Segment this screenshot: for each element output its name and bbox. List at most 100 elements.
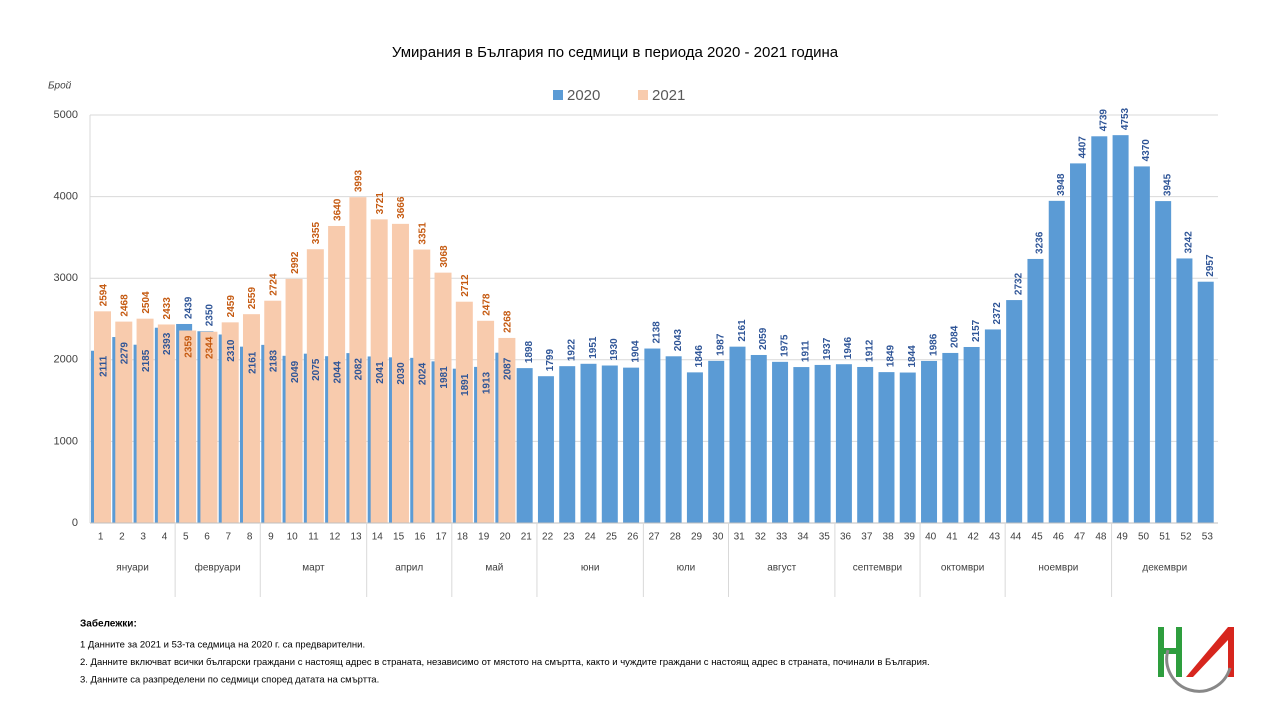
bar bbox=[984, 329, 1001, 523]
x-tick-label: 22 bbox=[542, 532, 554, 543]
x-tick-label: 36 bbox=[840, 532, 852, 543]
data-label: 3721 bbox=[375, 192, 386, 215]
x-tick-label: 21 bbox=[521, 532, 533, 543]
bar bbox=[370, 219, 388, 523]
data-label: 3068 bbox=[439, 245, 450, 268]
data-label: 2344 bbox=[205, 336, 216, 359]
x-tick-label: 38 bbox=[883, 532, 895, 543]
data-label: 2433 bbox=[162, 297, 173, 320]
month-label: февруари bbox=[195, 562, 241, 574]
month-label: октомври bbox=[941, 563, 984, 574]
data-label: 2161 bbox=[247, 351, 258, 374]
bar bbox=[942, 352, 959, 523]
bar bbox=[221, 322, 239, 523]
data-label: 2044 bbox=[332, 361, 343, 384]
data-label: 4370 bbox=[1141, 139, 1152, 162]
data-label: 3945 bbox=[1162, 173, 1173, 196]
note: 2. Данните включват всички български гра… bbox=[80, 657, 930, 668]
x-tick-label: 20 bbox=[499, 532, 511, 543]
x-tick-label: 37 bbox=[861, 532, 873, 543]
bar bbox=[434, 272, 452, 523]
data-label: 2268 bbox=[503, 310, 514, 333]
x-tick-label: 50 bbox=[1138, 532, 1150, 543]
data-label: 4753 bbox=[1120, 107, 1131, 130]
x-tick-label: 15 bbox=[393, 532, 405, 543]
x-tick-label: 27 bbox=[648, 532, 660, 543]
bar bbox=[835, 364, 852, 523]
x-tick-label: 5 bbox=[183, 532, 189, 543]
bar bbox=[729, 346, 746, 523]
y-tick-label: 5000 bbox=[54, 109, 78, 121]
x-tick-label: 31 bbox=[734, 532, 746, 543]
bar bbox=[1091, 136, 1108, 523]
x-tick-label: 30 bbox=[712, 532, 724, 543]
x-tick-label: 19 bbox=[478, 532, 490, 543]
data-label: 4739 bbox=[1099, 109, 1110, 132]
bar bbox=[136, 318, 154, 523]
bar bbox=[580, 363, 597, 523]
data-label: 1986 bbox=[928, 333, 939, 356]
bar bbox=[665, 356, 682, 523]
data-label: 1849 bbox=[886, 344, 897, 367]
bar bbox=[921, 360, 938, 523]
x-tick-label: 3 bbox=[140, 532, 146, 543]
x-tick-label: 35 bbox=[819, 532, 831, 543]
data-label: 2279 bbox=[120, 342, 131, 365]
x-tick-label: 2 bbox=[119, 532, 125, 543]
bar bbox=[772, 361, 789, 523]
data-label: 2459 bbox=[226, 295, 237, 318]
bar bbox=[115, 321, 133, 523]
data-label: 2724 bbox=[269, 273, 280, 296]
x-tick-label: 51 bbox=[1159, 532, 1171, 543]
month-label: юни bbox=[581, 563, 600, 574]
data-label: 1975 bbox=[779, 334, 790, 357]
bar bbox=[1112, 135, 1129, 523]
y-tick-label: 1000 bbox=[54, 435, 78, 447]
bar bbox=[157, 324, 175, 523]
bar bbox=[1155, 201, 1172, 523]
y-tick-label: 2000 bbox=[54, 354, 78, 366]
y-tick-label: 0 bbox=[72, 517, 78, 529]
bar bbox=[498, 337, 516, 523]
data-label: 2504 bbox=[141, 291, 152, 314]
legend-swatch bbox=[638, 90, 648, 100]
data-label: 2712 bbox=[460, 274, 471, 297]
bar bbox=[963, 346, 980, 523]
data-label: 2957 bbox=[1205, 254, 1216, 277]
data-label: 2138 bbox=[652, 321, 663, 344]
data-label: 2030 bbox=[396, 362, 407, 385]
bar bbox=[200, 331, 218, 523]
month-label: септември bbox=[853, 563, 902, 574]
data-label: 3355 bbox=[311, 222, 322, 245]
x-tick-label: 41 bbox=[946, 532, 958, 543]
data-label: 2359 bbox=[183, 335, 194, 358]
x-tick-label: 44 bbox=[1010, 532, 1022, 543]
x-tick-label: 10 bbox=[287, 532, 299, 543]
data-label: 1844 bbox=[907, 345, 918, 368]
bar bbox=[179, 330, 197, 523]
x-tick-label: 26 bbox=[627, 532, 639, 543]
x-tick-label: 16 bbox=[414, 532, 426, 543]
data-label: 2992 bbox=[290, 251, 301, 274]
bar bbox=[1006, 300, 1023, 523]
note: 1 Данните за 2021 и 53-та седмица на 202… bbox=[80, 640, 365, 651]
data-label: 2393 bbox=[162, 332, 173, 355]
month-label: април bbox=[395, 563, 423, 574]
data-label: 2478 bbox=[481, 293, 492, 316]
x-tick-label: 47 bbox=[1074, 532, 1086, 543]
x-tick-label: 13 bbox=[350, 532, 362, 543]
data-label: 1946 bbox=[843, 337, 854, 360]
month-label: декември bbox=[1142, 563, 1187, 574]
data-label: 1911 bbox=[801, 340, 812, 362]
bar bbox=[413, 249, 431, 523]
data-label: 2024 bbox=[418, 362, 429, 385]
data-label: 3351 bbox=[418, 222, 429, 245]
data-label: 2043 bbox=[673, 329, 684, 352]
data-label: 1987 bbox=[715, 333, 726, 356]
x-tick-label: 12 bbox=[329, 532, 341, 543]
data-label: 2559 bbox=[247, 287, 258, 310]
x-tick-label: 52 bbox=[1181, 532, 1193, 543]
x-tick-label: 1 bbox=[98, 532, 104, 543]
note: 3. Данните са разпределени по седмици сп… bbox=[80, 675, 379, 686]
x-tick-label: 28 bbox=[670, 532, 682, 543]
